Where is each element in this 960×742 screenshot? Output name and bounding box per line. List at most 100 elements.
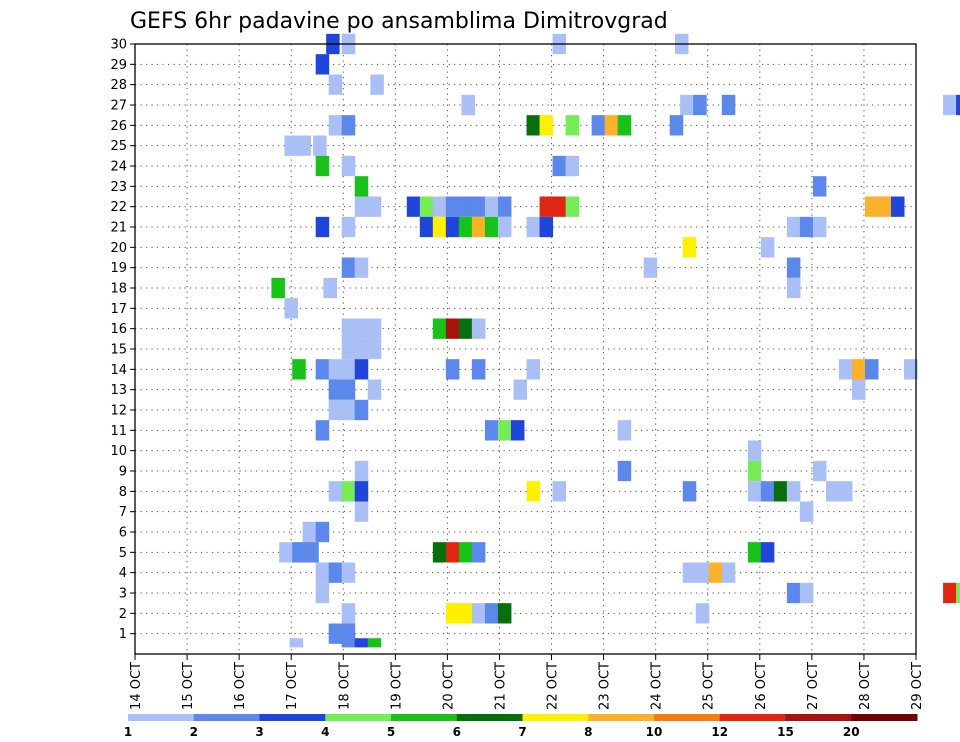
color-scale-swatch: [259, 714, 326, 721]
precip-cell: [458, 542, 473, 563]
y-tick-label: 22: [110, 200, 127, 215]
y-tick-label: 7: [119, 505, 127, 520]
precip-cell: [471, 542, 486, 563]
precip-cell: [328, 399, 343, 421]
precip-cell: [695, 562, 710, 583]
precip-cell: [445, 603, 460, 624]
precip-cell: [341, 155, 356, 177]
precip-cell: [851, 379, 866, 400]
color-scale-label: 6: [453, 725, 461, 739]
color-scale-legend: 1 2 3 4 5 6 7 8 10 12 15 20: [124, 714, 918, 739]
x-tick-label: 25 OCT: [702, 662, 717, 710]
precip-cell: [458, 196, 473, 217]
color-scale-label: 8: [584, 725, 592, 739]
precip-cell: [471, 359, 486, 380]
precip-cell: [341, 562, 356, 583]
precip-cell: [526, 481, 541, 502]
x-tick-label: 21 OCT: [493, 662, 508, 710]
precip-cell: [432, 542, 447, 563]
precip-cell: [864, 196, 879, 217]
precip-cell: [458, 603, 473, 624]
precip-cell: [315, 54, 330, 75]
precip-cell: [526, 216, 541, 238]
x-tick-label: 14 OCT: [129, 662, 144, 710]
color-scale-swatch: [719, 714, 786, 721]
precip-cell: [904, 359, 918, 380]
precip-cell: [565, 155, 580, 177]
precip-cell: [682, 237, 697, 258]
precip-cell: [878, 196, 892, 217]
color-scale-swatch: [654, 714, 721, 721]
precip-cell: [708, 562, 723, 583]
x-tick-label: 28 OCT: [858, 662, 873, 710]
y-tick-label: 5: [119, 546, 127, 561]
precip-cell: [305, 542, 319, 563]
precip-cell: [354, 399, 369, 421]
precip-cell: [341, 481, 356, 502]
precip-cell: [341, 318, 356, 339]
color-scale-label: 12: [711, 725, 728, 739]
precip-cell: [721, 94, 736, 116]
color-scale-label: 7: [518, 725, 526, 739]
color-scale-swatch: [785, 714, 852, 721]
color-scale-label: 5: [387, 725, 395, 739]
precip-cell: [617, 420, 632, 441]
precip-cell: [354, 318, 369, 339]
precip-cell: [315, 521, 330, 543]
precip-cell: [471, 216, 486, 238]
precip-cell: [812, 176, 827, 197]
date-axis: 14 OCT 15 OCT 16 OCT 17 OCT 18 OCT 19 OCT 20 O…: [129, 654, 925, 710]
precip-cell: [565, 115, 580, 136]
precip-cell: [354, 460, 369, 482]
y-tick-label: 26: [110, 119, 127, 134]
precip-cell: [484, 603, 499, 624]
precip-cell: [812, 216, 827, 238]
precip-cell: [786, 481, 801, 502]
precip-cell: [838, 481, 853, 502]
precip-cell: [943, 582, 957, 604]
y-tick-label: 9: [119, 465, 127, 480]
precip-cell: [617, 115, 632, 136]
precip-cell: [328, 74, 343, 95]
precip-cell: [313, 135, 327, 156]
precip-cell: [445, 542, 460, 563]
precip-cell: [315, 359, 330, 380]
y-tick-label: 14: [110, 363, 127, 378]
y-tick-label: 2: [119, 607, 127, 622]
y-tick-label: 3: [119, 587, 127, 602]
precip-cell: [695, 603, 710, 624]
color-scale-label: 1: [124, 725, 132, 739]
precip-cell: [682, 562, 697, 583]
precip-cell: [367, 196, 382, 217]
x-tick-label: 20 OCT: [441, 662, 456, 710]
y-tick-label: 17: [110, 302, 127, 317]
precip-cell: [497, 196, 512, 217]
precip-cell: [526, 115, 541, 136]
precip-cell: [292, 359, 306, 380]
precip-cell: [461, 94, 475, 116]
precip-cell: [354, 176, 369, 197]
y-tick-label: 16: [110, 322, 127, 337]
precip-cell: [445, 196, 460, 217]
y-tick-label: 25: [110, 139, 127, 154]
precip-cell: [497, 420, 512, 441]
precip-cell: [292, 542, 306, 563]
precip-cell: [328, 481, 343, 502]
color-scale-label: 3: [255, 725, 263, 739]
precip-cell: [956, 582, 960, 604]
precip-cell: [565, 196, 580, 217]
precip-cell: [341, 359, 356, 380]
precip-cell: [354, 257, 369, 278]
precip-cell: [419, 216, 434, 238]
precip-cell: [786, 257, 801, 278]
precip-cell: [643, 257, 658, 278]
x-tick-label: 27 OCT: [806, 662, 821, 710]
precip-cell: [341, 338, 356, 360]
precip-cell: [773, 481, 788, 502]
precip-cell: [617, 460, 632, 482]
precip-cell: [539, 216, 554, 238]
precip-cell: [279, 542, 293, 563]
precip-cell: [341, 216, 356, 238]
precip-cell: [328, 359, 343, 380]
